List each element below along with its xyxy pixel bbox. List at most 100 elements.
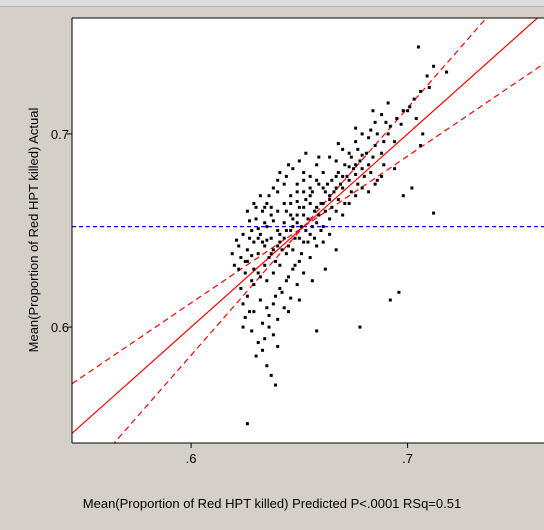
data-point	[258, 275, 262, 279]
data-point	[232, 263, 236, 267]
data-point	[360, 167, 364, 171]
data-point	[276, 244, 280, 248]
data-point	[419, 89, 423, 93]
data-point	[334, 159, 338, 163]
data-point	[282, 221, 286, 225]
data-point	[302, 171, 306, 175]
data-point	[308, 232, 312, 236]
data-point	[241, 325, 245, 329]
data-point	[328, 155, 332, 159]
data-point	[258, 232, 262, 236]
data-point	[302, 240, 306, 244]
data-point	[302, 271, 306, 275]
data-point	[302, 213, 306, 217]
data-point	[245, 209, 249, 213]
data-point	[287, 310, 291, 314]
data-point	[291, 167, 295, 171]
data-point	[362, 174, 366, 178]
data-point	[243, 259, 247, 263]
data-point	[317, 155, 321, 159]
data-point	[291, 217, 295, 221]
data-point	[289, 296, 293, 300]
data-point	[425, 74, 429, 78]
data-point	[291, 248, 295, 252]
data-point	[278, 232, 282, 236]
data-point	[356, 182, 360, 186]
data-point	[241, 232, 245, 236]
data-point	[278, 240, 282, 244]
data-point	[258, 298, 262, 302]
data-point	[289, 201, 293, 205]
data-point	[245, 248, 249, 252]
data-point	[369, 171, 373, 175]
data-point	[421, 132, 425, 136]
data-point	[330, 205, 334, 209]
data-point	[336, 142, 340, 146]
data-point	[380, 174, 384, 178]
data-point	[287, 275, 291, 279]
data-point	[250, 229, 254, 232]
data-point	[432, 211, 436, 215]
data-point	[328, 232, 332, 236]
data-point	[356, 147, 360, 151]
y-tick-label: 0.7	[51, 127, 69, 142]
data-point	[287, 163, 291, 167]
data-point	[239, 256, 243, 260]
data-point	[306, 217, 310, 221]
data-point	[388, 298, 392, 302]
data-point	[271, 333, 275, 337]
data-point	[351, 167, 355, 171]
data-point	[261, 240, 265, 244]
data-point	[302, 205, 306, 209]
data-point	[347, 151, 351, 155]
data-point	[386, 101, 390, 105]
data-point	[263, 221, 267, 225]
data-point	[416, 45, 420, 49]
data-point	[343, 163, 347, 167]
data-point	[282, 306, 286, 310]
data-point	[382, 163, 386, 167]
data-point	[343, 201, 347, 205]
fit-line	[72, 18, 539, 434]
data-point	[341, 213, 345, 217]
data-point	[252, 240, 256, 244]
data-point	[278, 286, 282, 290]
x-tick-label: .6	[186, 451, 197, 466]
data-point	[354, 194, 358, 198]
data-point	[302, 190, 306, 194]
data-point	[360, 132, 364, 136]
data-point	[297, 205, 301, 209]
data-point	[252, 283, 256, 287]
data-point	[282, 182, 286, 186]
data-point	[308, 201, 312, 205]
data-point	[282, 236, 286, 240]
data-point	[252, 310, 256, 314]
data-point	[271, 302, 275, 306]
data-point	[276, 178, 280, 182]
data-point	[330, 178, 334, 182]
data-point	[310, 190, 314, 194]
data-point	[280, 290, 284, 294]
data-point	[401, 194, 405, 198]
data-point	[349, 155, 353, 159]
data-point	[250, 254, 254, 258]
data-point	[380, 113, 384, 117]
data-point	[373, 144, 377, 147]
data-point	[367, 136, 371, 140]
data-point	[267, 325, 271, 329]
data-point	[295, 182, 299, 186]
data-point	[284, 229, 288, 232]
data-point	[269, 252, 273, 256]
data-point	[297, 298, 301, 302]
data-point	[328, 198, 332, 202]
data-point	[325, 182, 329, 186]
data-point	[297, 236, 301, 240]
data-point	[323, 267, 327, 271]
data-point	[256, 341, 260, 345]
confidence-curve-lower	[72, 63, 544, 385]
data-point	[269, 213, 273, 217]
data-point	[271, 271, 275, 275]
data-point	[319, 229, 323, 232]
data-point	[323, 190, 327, 194]
data-point	[254, 354, 258, 358]
